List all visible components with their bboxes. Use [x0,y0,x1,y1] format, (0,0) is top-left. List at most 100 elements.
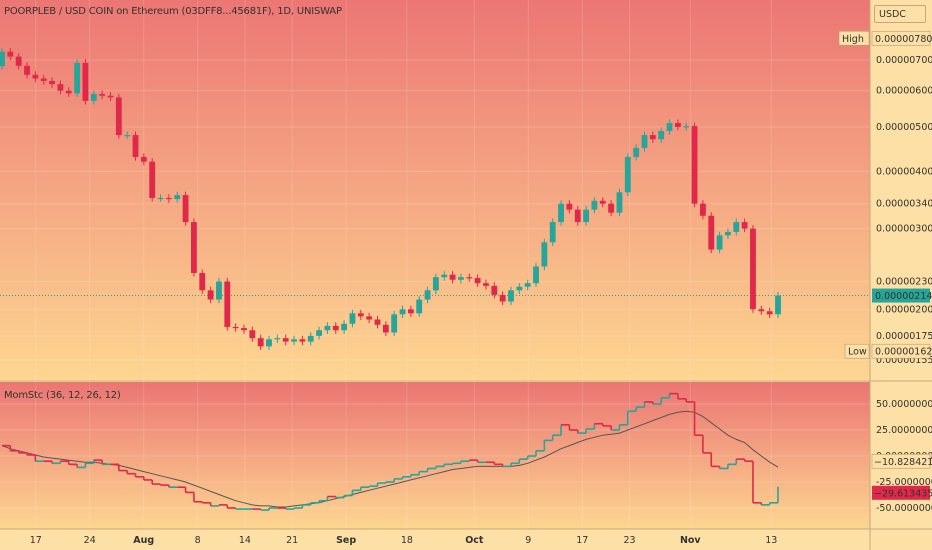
price-marker-value: 0.000001620 [875,347,932,358]
candle-body [124,135,131,137]
candle-body [775,295,781,315]
indicator-marker-value: −29.613435579 [874,488,932,499]
candle-body [399,309,406,315]
candle-body [282,338,289,342]
candle-body [99,94,106,96]
candle-body [174,195,181,200]
candle-body [291,339,297,342]
candle-body [382,324,389,333]
candle-body [432,277,439,291]
indicator-title[interactable]: MomStc (36, 12, 26, 12) [4,390,121,401]
candle-body [758,309,765,312]
candle-body [82,62,89,101]
indicator-marker-box [871,453,931,469]
candle-body [558,203,564,223]
candle-body [499,294,506,302]
candle-body [424,290,431,300]
candle-body [541,242,548,267]
candle-body [74,62,81,94]
candle-body [107,95,114,98]
candle-body [257,338,264,347]
time-tick-label: 17 [30,535,42,546]
candle-body [307,335,314,342]
candle-body [341,323,348,331]
currency-button[interactable]: USDC [874,5,926,23]
time-tick-label: Oct [465,535,484,546]
candle-body [524,283,531,287]
candle-body [766,311,773,315]
price-marker-label: High [842,34,864,45]
price-marker-value: 0.000007808 [875,34,932,45]
candle-body [599,200,606,204]
candle-body [616,192,623,213]
candle-body [483,283,489,286]
time-tick-label: 24 [84,535,96,546]
time-axis[interactable]: 17 24 Aug 8 14 21 Sep 18 Oct 9 17 23 Nov 13 [30,535,778,546]
indicator-tick-label: -25.000000000 [876,477,932,488]
candle-body [716,235,723,250]
candle-body [324,325,331,331]
time-tick-label: Nov [680,535,701,546]
candle-body [316,330,322,336]
indicator-tick-label: 25.000000000 [876,425,932,436]
candle-body [32,74,39,79]
candle-body [249,330,256,339]
candle-body [349,313,356,324]
candle-body [57,84,64,91]
candle-body [207,290,214,300]
indicator-pane-background [0,382,870,529]
candle-body [733,222,740,232]
candle-body [366,316,373,320]
candle-body [750,228,756,310]
candle-body [357,313,364,317]
candle-body [49,80,55,85]
candle-body [140,156,147,162]
price-marker-box [872,288,930,303]
price-marker-label-box [838,30,870,46]
price-tick-label: 0.000001550 [876,355,932,366]
price-marker-box [871,343,931,359]
candle-body [533,266,539,284]
price-marker-label-box [844,343,870,359]
candle-body [157,197,164,200]
candle-body [190,222,197,274]
candle-body [391,314,398,333]
candle-body [332,325,339,331]
price-candles[interactable] [0,48,781,350]
candle-body [641,135,648,148]
time-tick-label: 17 [576,535,588,546]
candle-body [216,281,222,300]
candle-body [115,97,122,136]
time-tick-label: 13 [765,535,777,546]
candle-body [241,328,247,331]
time-tick-label: 9 [525,535,531,546]
candle-body [549,222,556,243]
candle-body [441,274,448,278]
indicator-series[interactable] [1,392,779,511]
candle-body [90,94,97,101]
indicator-marker-value: −10.828421489 [874,457,932,468]
time-scale-background [0,529,870,550]
price-pane-background [0,0,870,380]
time-tick-label: 8 [195,535,201,546]
candle-body [374,319,381,325]
indicator-tick-label: 50.000000000 [876,399,932,410]
candle-body [658,130,665,140]
candle-body [708,215,715,250]
candle-body [458,277,464,280]
candle-body [566,203,573,210]
price-marker-box [871,30,931,46]
indicator-tick-label: -50.000000000 [876,503,932,514]
candle-body [491,285,498,295]
chart-title[interactable]: POORPLEB / USD COIN on Ethereum (03DFF8.… [4,6,342,17]
price-marker-value: 0.000002143 [875,291,932,302]
